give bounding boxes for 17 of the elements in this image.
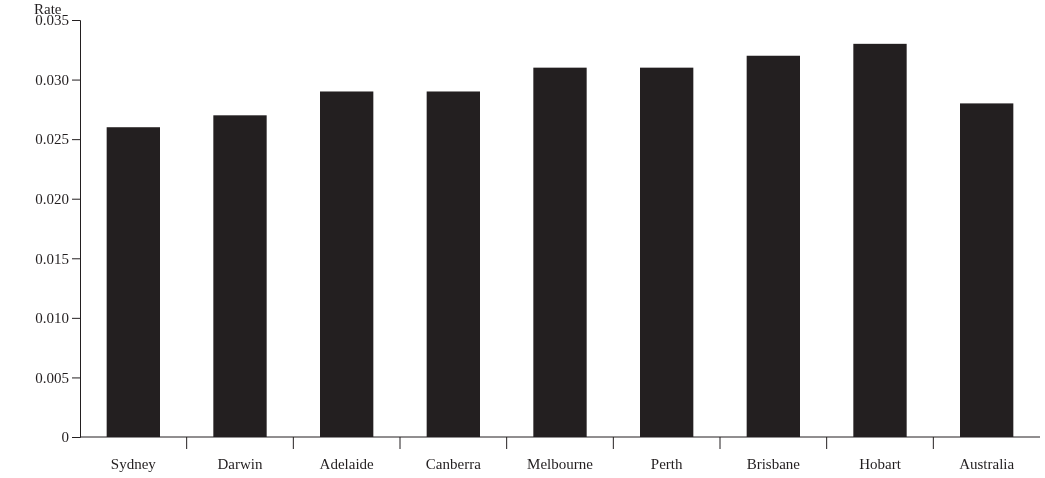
y-tick-label: 0 bbox=[61, 429, 69, 446]
x-tick-label: Perth bbox=[650, 456, 683, 472]
y-tick-label: 0.005 bbox=[35, 369, 69, 386]
x-tick-label: Melbourne bbox=[527, 456, 594, 472]
x-tick-label: Darwin bbox=[217, 456, 263, 472]
x-tick-label: Australia bbox=[959, 456, 1015, 472]
x-tick-label: Sydney bbox=[110, 456, 157, 472]
y-tick-label: 0.020 bbox=[35, 191, 69, 208]
x-tick-label: Canberra bbox=[425, 456, 482, 472]
y-tick-label: 0.015 bbox=[35, 250, 69, 267]
x-tick-label: Hobart bbox=[859, 456, 902, 472]
y-tick-label: 0.025 bbox=[35, 131, 69, 148]
x-tick-label: Adelaide bbox=[319, 456, 375, 472]
y-tick-label: 0.030 bbox=[35, 71, 69, 88]
x-tick-label: Brisbane bbox=[746, 456, 801, 472]
y-tick-label: 0.010 bbox=[35, 310, 69, 327]
y-axis-title: Rate bbox=[34, 1, 62, 17]
